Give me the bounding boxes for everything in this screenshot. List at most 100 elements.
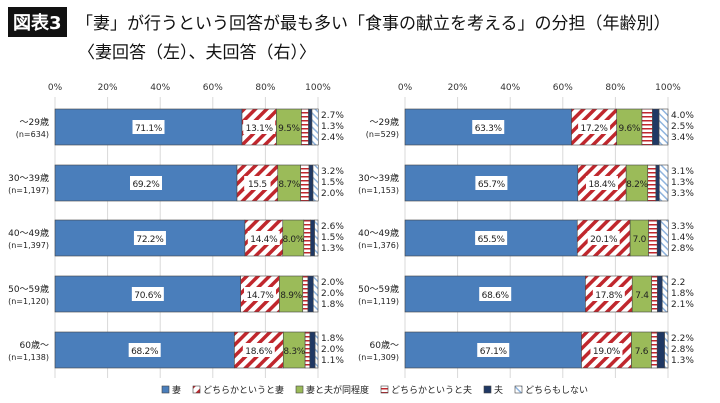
data-label: 3.3%: [671, 222, 694, 232]
data-label: 18.6%: [245, 347, 273, 357]
data-label: 9.5%: [278, 124, 300, 134]
data-label: 1.8%: [321, 334, 344, 344]
data-label: 63.3%: [475, 124, 503, 134]
bar-segment-rather-wife: [581, 331, 632, 369]
bar-segment-husband: [309, 331, 316, 369]
bar-segment-equal: [276, 108, 302, 146]
x-tick-label: 80%: [605, 83, 625, 93]
category-label: 50～59歳: [358, 283, 399, 295]
data-label: 19.0%: [593, 347, 621, 357]
data-label: 1.4%: [671, 233, 694, 243]
x-tick-label: 0%: [48, 83, 63, 93]
data-label: 4.0%: [671, 111, 694, 121]
data-label: 7.4: [635, 291, 649, 301]
category-n-label: (n=1,197): [8, 186, 49, 195]
data-label: 2.0%: [321, 189, 344, 199]
bar-segment-husband: [308, 108, 313, 146]
data-label: 2.0%: [321, 278, 344, 288]
data-label: 7.0: [633, 235, 647, 245]
bar-segment-neither: [312, 275, 319, 313]
data-label: 1.3%: [671, 178, 694, 188]
data-label: 2.6%: [321, 222, 344, 232]
data-label-bg: [244, 176, 271, 190]
data-label: 17.2%: [581, 124, 609, 134]
legend-swatch-rather-husband: [380, 385, 389, 394]
data-label: 9.6%: [619, 124, 641, 134]
legend-label: 妻: [172, 384, 181, 396]
bar-segment-husband: [307, 275, 314, 313]
bar-segment-rather-husband: [300, 164, 310, 202]
data-label-bg: [247, 231, 280, 245]
data-label-bg: [587, 231, 620, 245]
legend-swatch-husband: [483, 385, 492, 394]
category-label: 60歳～: [370, 339, 399, 351]
bar-segment-neither: [314, 219, 319, 257]
legend-label: 夫: [494, 384, 503, 396]
data-label: 2.2: [671, 278, 685, 288]
category-label: 40～49歳: [358, 227, 399, 239]
category-n-label: (n=1,153): [358, 186, 399, 195]
legend-swatch-rather-wife: [192, 385, 201, 394]
x-tick-label: 40%: [500, 83, 520, 93]
data-label-bg: [128, 343, 161, 357]
category-n-label: (n=529): [366, 130, 399, 139]
data-label: 70.6%: [134, 291, 162, 301]
data-label: 1.5%: [321, 178, 344, 188]
data-label: 2.7%: [321, 111, 344, 121]
data-label: 3.4%: [671, 133, 694, 143]
bar-segment-husband: [656, 219, 662, 257]
legend-label: どちらかというと妻: [203, 384, 284, 396]
data-label-bg: [472, 120, 505, 134]
data-label-bg: [131, 287, 164, 301]
bar-segment-neither: [660, 219, 669, 257]
bar-segment-rather-husband: [651, 275, 658, 313]
category-label: ～29歳: [20, 116, 49, 128]
bar-segment-rather-husband: [302, 275, 309, 313]
data-label: 68.6%: [482, 291, 510, 301]
legend-swatch-equal: [295, 385, 304, 394]
category-label: 40～49歳: [8, 227, 49, 239]
data-label-bg: [132, 120, 165, 134]
x-tick-label: 60%: [203, 83, 223, 93]
data-label: 2.2%: [671, 334, 694, 344]
data-label: 17.8%: [595, 291, 623, 301]
data-label: 1.3%: [321, 244, 344, 254]
data-label: 8.7%: [278, 180, 300, 190]
bar-segment-rather-husband: [651, 331, 658, 369]
data-label: 20.1%: [590, 235, 618, 245]
category-label: 30～39歳: [8, 172, 49, 184]
data-label: 14.7%: [246, 291, 274, 301]
data-label: 15.5: [248, 180, 267, 190]
data-label: 8.9%: [280, 291, 302, 301]
data-label: 72.2%: [136, 235, 164, 245]
category-label: 60歳～: [20, 339, 49, 351]
figure-label: 図表3: [8, 7, 67, 37]
x-tick-label: 80%: [255, 83, 275, 93]
data-label: 65.5%: [478, 235, 506, 245]
bar-segment-husband: [657, 275, 663, 313]
data-label-bg: [129, 176, 162, 190]
data-label-bg: [244, 287, 277, 301]
x-tick-label: 100%: [305, 83, 331, 93]
bar-segment-neither: [659, 164, 669, 202]
data-label: 1.3%: [321, 122, 344, 132]
data-label: 69.2%: [132, 180, 160, 190]
legend-swatch-wife: [161, 385, 170, 394]
bar-segment-husband: [308, 164, 314, 202]
data-label-bg: [242, 343, 275, 357]
data-label-bg: [243, 120, 276, 134]
data-label: 3.2%: [321, 167, 344, 177]
data-label: 2.0%: [321, 289, 344, 299]
category-n-label: (n=1,397): [8, 241, 49, 250]
data-label: 65.7%: [478, 180, 506, 190]
bar-segment-neither: [311, 108, 319, 146]
x-tick-label: 60%: [553, 83, 573, 93]
data-label: 68.2%: [131, 347, 159, 357]
legend-label: 妻と夫が同程度: [306, 384, 369, 396]
bar-segment-husband: [655, 164, 660, 202]
x-tick-label: 20%: [448, 83, 468, 93]
chart-subtitle: 〈妻回答（左）、夫回答（右）〉: [78, 43, 316, 63]
data-label-bg: [578, 120, 611, 134]
data-label-bg: [479, 287, 512, 301]
